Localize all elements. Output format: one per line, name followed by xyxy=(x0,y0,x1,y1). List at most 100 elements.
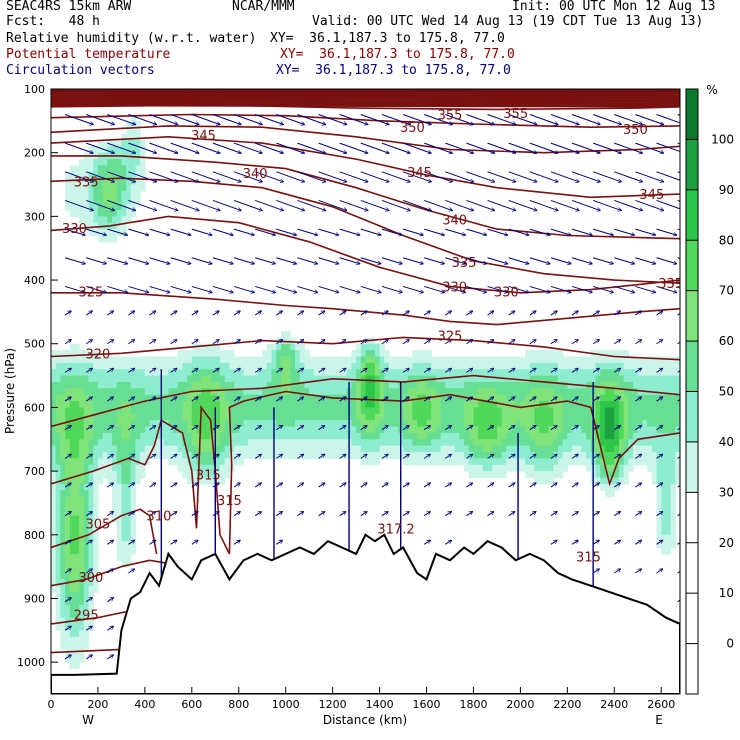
rh-cell xyxy=(548,350,554,358)
rh-cell xyxy=(360,439,367,447)
rh-cell xyxy=(88,496,94,504)
rh-cell xyxy=(604,401,611,409)
rh-cell xyxy=(426,356,432,364)
rh-cell xyxy=(121,171,127,179)
rh-cell xyxy=(576,445,583,453)
rh-cell xyxy=(656,445,662,453)
rh-cell xyxy=(65,190,71,198)
rh-cell xyxy=(177,369,184,377)
rh-cell xyxy=(647,452,653,459)
rh-cell xyxy=(309,394,315,402)
rh-cell xyxy=(356,350,362,358)
rh-cell xyxy=(83,560,90,568)
rh-cell xyxy=(130,445,137,453)
circulation-vector xyxy=(677,512,680,517)
circulation-vector xyxy=(445,228,465,235)
rh-cell xyxy=(187,375,193,383)
rh-cell xyxy=(121,471,127,479)
rh-cell xyxy=(421,445,428,453)
rh-cell xyxy=(126,178,132,186)
rh-cell xyxy=(525,407,531,415)
rh-cell xyxy=(102,369,108,377)
rh-cell xyxy=(262,426,268,434)
circulation-vector xyxy=(170,257,191,264)
rh-cell xyxy=(116,534,123,542)
rh-cell xyxy=(69,356,76,364)
circulation-vector xyxy=(297,397,303,402)
rh-cell xyxy=(201,432,207,440)
rh-cell xyxy=(262,432,268,440)
rh-cell xyxy=(55,407,61,415)
rh-cell xyxy=(647,439,653,447)
rh-cell xyxy=(642,394,648,402)
rh-cell xyxy=(548,401,554,409)
rh-cell xyxy=(126,356,132,364)
rh-cell xyxy=(374,432,381,440)
rh-cell xyxy=(351,445,357,453)
rh-cell xyxy=(337,432,343,440)
rh-cell xyxy=(55,369,61,377)
circulation-vector xyxy=(550,368,557,373)
rh-cell xyxy=(327,381,334,389)
rh-cell xyxy=(600,350,606,358)
rh-cell xyxy=(51,369,57,377)
rh-cell xyxy=(187,464,193,472)
rh-cell xyxy=(384,439,390,447)
rh-cell xyxy=(557,432,564,440)
rh-cell xyxy=(93,420,99,428)
rh-cell xyxy=(126,133,132,141)
rh-cell xyxy=(116,362,123,370)
rh-cell xyxy=(496,445,503,453)
rh-cell xyxy=(492,471,498,479)
rh-cell xyxy=(356,375,362,383)
rh-cell xyxy=(97,407,104,415)
rh-cell xyxy=(534,375,540,383)
circulation-vector xyxy=(571,311,578,316)
circulation-vector xyxy=(592,540,599,545)
rh-cell xyxy=(656,458,662,466)
rh-cell xyxy=(135,471,141,479)
rh-cell xyxy=(548,477,554,485)
rh-cell xyxy=(168,356,174,364)
rh-cell xyxy=(177,394,184,402)
rh-cell xyxy=(126,445,132,453)
circulation-vector xyxy=(656,397,663,402)
rh-cell xyxy=(285,331,291,338)
rh-cell xyxy=(219,362,226,370)
rh-cell xyxy=(262,413,268,421)
rh-cell xyxy=(224,356,230,364)
rh-cell xyxy=(374,362,381,370)
rh-cell xyxy=(299,439,306,447)
rh-cell xyxy=(656,439,662,447)
rh-cell xyxy=(69,343,76,351)
rh-cell xyxy=(97,369,104,377)
circulation-vector xyxy=(149,454,156,459)
rh-cell xyxy=(445,445,451,453)
rh-cell xyxy=(393,413,399,421)
x-axis-label: Distance (km) xyxy=(323,713,407,727)
rh-cell xyxy=(576,458,583,466)
rh-cell xyxy=(79,553,85,561)
rh-cell xyxy=(187,426,193,434)
circulation-vector xyxy=(445,257,465,264)
rh-cell xyxy=(281,420,287,428)
rh-cell xyxy=(618,381,625,389)
rh-cell xyxy=(262,369,268,377)
rh-cell xyxy=(116,413,123,421)
rh-cell xyxy=(79,592,85,600)
circulation-vector xyxy=(402,397,409,402)
theta-contour-line xyxy=(51,93,680,97)
rh-cell xyxy=(219,369,226,377)
rh-cell xyxy=(501,458,507,466)
rh-cell xyxy=(511,426,517,434)
circulation-vector xyxy=(592,512,599,517)
rh-cell xyxy=(55,356,61,364)
rh-cell xyxy=(79,598,85,606)
rh-cell xyxy=(417,439,423,447)
rh-cell xyxy=(412,388,418,396)
rh-cell xyxy=(135,139,141,147)
rh-cell xyxy=(431,445,437,453)
circulation-vector xyxy=(635,397,641,402)
model-name: SEAC4RS 15km ARW xyxy=(6,0,132,14)
rh-cell xyxy=(219,394,226,402)
